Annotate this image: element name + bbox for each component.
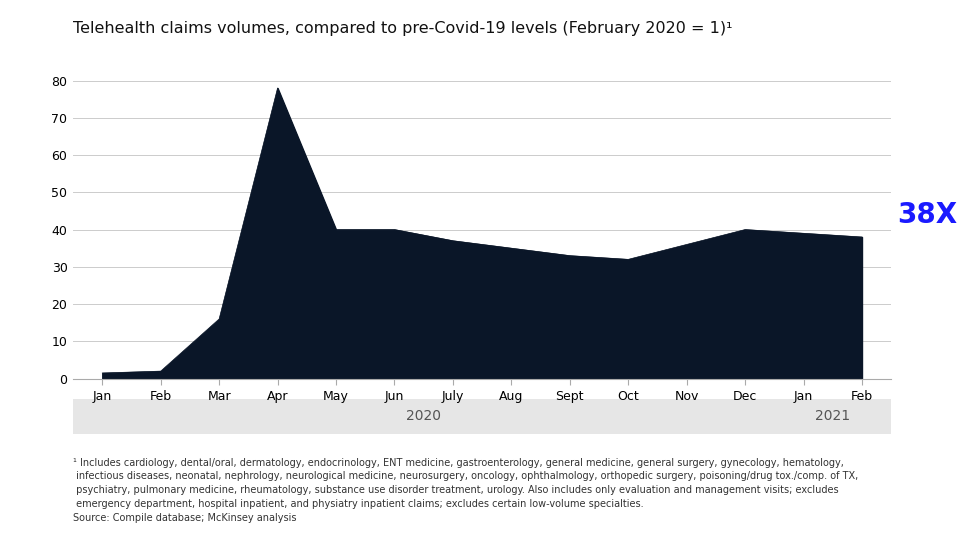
Text: 2021: 2021	[815, 409, 850, 424]
Text: Telehealth claims volumes, compared to pre-Covid-19 levels (February 2020 = 1)¹: Telehealth claims volumes, compared to p…	[73, 21, 732, 37]
Text: infectious diseases, neonatal, nephrology, neurological medicine, neurosurgery, : infectious diseases, neonatal, nephrolog…	[73, 471, 858, 482]
Text: 2020: 2020	[406, 409, 441, 424]
Text: psychiatry, pulmonary medicine, rheumatology, substance use disorder treatment, : psychiatry, pulmonary medicine, rheumato…	[73, 485, 839, 496]
Text: 38X: 38X	[897, 201, 957, 229]
Text: emergency department, hospital inpatient, and physiatry inpatient claims; exclud: emergency department, hospital inpatient…	[73, 499, 644, 510]
Text: ¹ Includes cardiology, dental/oral, dermatology, endocrinology, ENT medicine, ga: ¹ Includes cardiology, dental/oral, derm…	[73, 458, 843, 468]
Text: Source: Compile database; McKinsey analysis: Source: Compile database; McKinsey analy…	[73, 513, 296, 524]
